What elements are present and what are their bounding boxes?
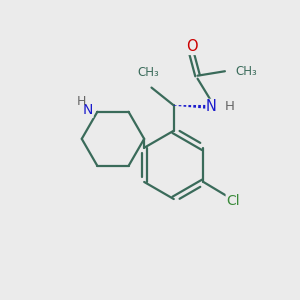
Text: O: O — [186, 39, 197, 54]
Text: H: H — [76, 95, 86, 108]
Text: CH₃: CH₃ — [235, 65, 257, 78]
Text: N: N — [82, 103, 93, 117]
Text: CH₃: CH₃ — [137, 66, 159, 79]
Text: H: H — [224, 100, 234, 113]
Text: N: N — [206, 99, 217, 114]
Text: Cl: Cl — [226, 194, 240, 208]
